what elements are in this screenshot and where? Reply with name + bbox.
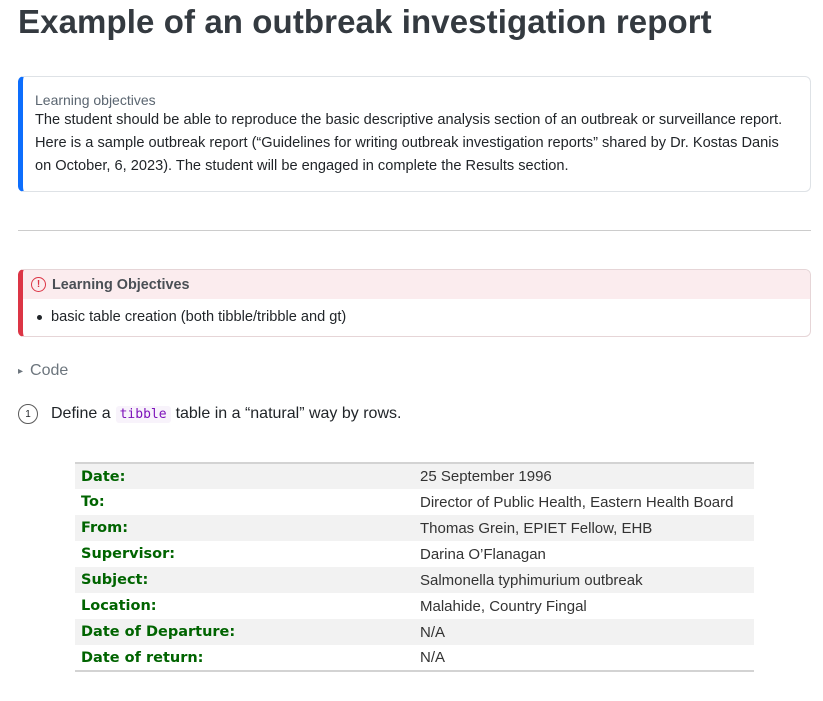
table-row: From: Thomas Grein, EPIET Fellow, EHB: [75, 515, 754, 541]
note-body: The student should be able to reproduce …: [35, 112, 783, 174]
table-key-cell: Date of return:: [81, 649, 204, 666]
note-title: Learning objectives: [35, 92, 156, 108]
table-value-cell: N/A: [420, 649, 446, 666]
section-divider: [18, 230, 811, 231]
list-item: basic table creation (both tibble/tribbl…: [37, 307, 810, 327]
table-key-cell: Location:: [81, 598, 157, 614]
table-row: To: Director of Public Health, Eastern H…: [75, 489, 754, 515]
code-fold-toggle[interactable]: ▸ Code: [18, 362, 68, 380]
table-value-cell: Malahide, Country Fingal: [420, 597, 587, 615]
table-row: Supervisor: Darina O’Flanagan: [75, 541, 754, 567]
important-callout-body: basic table creation (both tibble/tribbl…: [23, 299, 810, 327]
table-row: Subject: Salmonella typhimurium outbreak: [75, 567, 754, 593]
inline-code: tibble: [115, 405, 171, 423]
table-row: Date of return: N/A: [75, 645, 754, 671]
annotation-number[interactable]: 1: [18, 404, 38, 424]
table-key-cell: Date:: [75, 463, 414, 489]
table-value-cell: Darina O’Flanagan: [420, 545, 546, 563]
code-annotation: 1 Define a tibble table in a “natural” w…: [18, 404, 401, 424]
table-value-cell: Director of Public Health, Eastern Healt…: [420, 493, 734, 511]
table-value-cell: N/A: [414, 619, 754, 645]
table-value-cell: 25 September 1996: [414, 463, 754, 489]
table-row: Location: Malahide, Country Fingal: [75, 593, 754, 619]
table-row: Date: 25 September 1996: [75, 463, 754, 489]
table-key-cell: Subject:: [75, 567, 414, 593]
table-value-cell: Salmonella typhimurium outbreak: [414, 567, 754, 593]
table-key-cell: Date of Departure:: [75, 619, 414, 645]
important-callout-header[interactable]: ! Learning Objectives: [23, 270, 810, 299]
table-row: Date of Departure: N/A: [75, 619, 754, 645]
table-key-cell: From:: [75, 515, 414, 541]
exclamation-circle-icon: !: [31, 277, 46, 292]
table-key-cell: To:: [81, 494, 105, 510]
code-toggle-label: Code: [30, 362, 69, 379]
page-title: Example of an outbreak investigation rep…: [18, 3, 712, 40]
report-header-table: Date: 25 September 1996 To: Director of …: [75, 462, 754, 672]
table-value-cell: Thomas Grein, EPIET Fellow, EHB: [414, 515, 754, 541]
objectives-list: basic table creation (both tibble/tribbl…: [37, 307, 810, 327]
annotation-text-before: Define a: [51, 405, 111, 422]
table-key-cell: Supervisor:: [81, 546, 176, 562]
triangle-right-icon: ▸: [18, 365, 24, 377]
learning-objectives-note: Learning objectives The student should b…: [18, 76, 811, 192]
annotation-text-after: table in a “natural” way by rows.: [175, 405, 402, 422]
important-callout: ! Learning Objectives basic table creati…: [18, 269, 811, 337]
important-callout-title: Learning Objectives: [52, 276, 190, 293]
